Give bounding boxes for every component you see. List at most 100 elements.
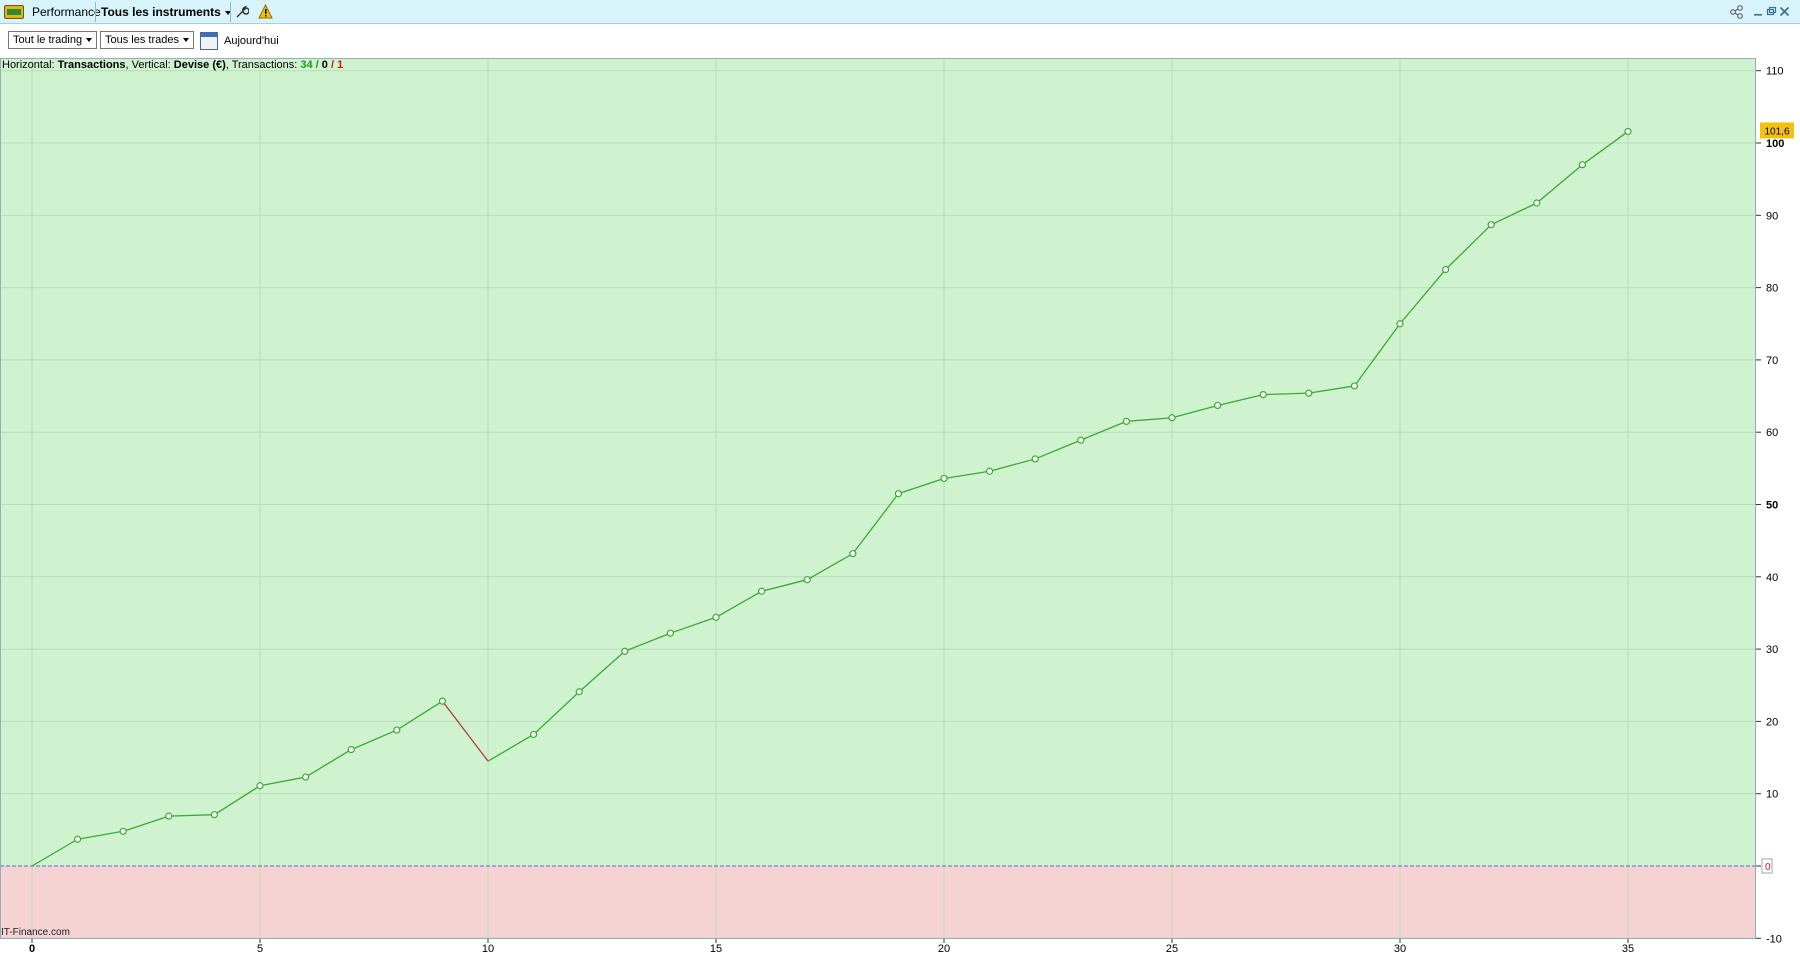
equity-segment [578, 650, 626, 693]
x-tick-label: 15 [710, 943, 722, 955]
x-tick-label: 35 [1622, 943, 1634, 955]
restore-icon[interactable] [1766, 6, 1777, 17]
data-point [210, 811, 218, 819]
warning-icon[interactable] [258, 4, 273, 19]
info-vertical-prefix: , Vertical: [125, 59, 174, 71]
equity-segment [1308, 385, 1355, 394]
date-label[interactable]: Aujourd'hui [224, 35, 279, 47]
info-slash: / [312, 59, 322, 71]
data-point [575, 688, 583, 696]
equity-segment [1490, 202, 1538, 226]
y-tick-label: 40 [1766, 572, 1778, 584]
equity-segment [487, 733, 534, 762]
equity-segment [396, 700, 443, 731]
x-tick-label: 25 [1166, 943, 1178, 955]
equity-segment [1353, 323, 1401, 387]
data-point [1487, 221, 1495, 229]
equity-segment [1582, 130, 1629, 166]
equity-segment [989, 458, 1036, 472]
data-point [1077, 436, 1085, 444]
transactions-flat-count: 0 [321, 59, 328, 71]
trading-filter-label: Tout le trading [13, 34, 83, 46]
plot-frame [0, 58, 1756, 939]
zero-tick-label: 0 [1765, 862, 1771, 873]
title-separator [95, 2, 96, 22]
data-point [73, 835, 82, 843]
instrument-selector-label: Tous les instruments [101, 5, 221, 19]
y-tick-label: 10 [1766, 789, 1778, 801]
data-point [1350, 382, 1359, 390]
data-point [1213, 401, 1222, 410]
y-tick-label: 30 [1766, 644, 1778, 656]
x-tick-label: 0 [29, 943, 35, 955]
equity-segment [943, 470, 990, 480]
equity-segment [898, 477, 945, 495]
data-point [985, 467, 994, 475]
info-horizontal-value: Transactions [57, 59, 126, 71]
chevron-down-icon [224, 10, 231, 15]
data-point [529, 730, 538, 739]
data-point [1168, 414, 1176, 422]
y-tick-label: 60 [1766, 427, 1778, 439]
info-transactions-prefix: , Transactions: [225, 59, 301, 71]
data-point [438, 697, 446, 705]
trades-filter-label: Tous les trades [105, 34, 179, 46]
data-point [1533, 199, 1541, 207]
data-point [1396, 320, 1404, 328]
data-point [1122, 417, 1131, 425]
data-point [1441, 265, 1450, 274]
positive-zone [0, 58, 1756, 866]
y-tick-label: 90 [1766, 210, 1778, 222]
trades-filter-dropdown[interactable]: Tous les trades [100, 31, 194, 49]
calendar-icon[interactable] [200, 32, 218, 50]
negative-zone [0, 866, 1756, 939]
x-tick-label: 5 [257, 943, 263, 955]
data-point [849, 550, 857, 558]
equity-segment [122, 815, 170, 832]
data-point [666, 629, 675, 637]
title-separator [230, 2, 231, 22]
data-point [1259, 391, 1267, 399]
equity-segment [806, 553, 854, 581]
instrument-selector[interactable]: Tous les instruments [101, 0, 231, 24]
toolbar: Tout le trading Tous les trades [0, 25, 1800, 58]
zero-tick-box [1761, 858, 1773, 874]
trading-filter-dropdown[interactable]: Tout le trading [8, 31, 98, 49]
equity-segment [761, 579, 808, 592]
data-point [621, 647, 629, 655]
data-point [712, 613, 720, 621]
share-icon[interactable] [1729, 4, 1745, 20]
data-point [940, 474, 948, 483]
equity-segment [259, 776, 306, 787]
equity-segment [1399, 269, 1447, 325]
data-point [119, 827, 127, 835]
equity-segment [1126, 417, 1173, 423]
y-tick-label: 20 [1766, 716, 1778, 728]
last-value-badge [1760, 122, 1794, 139]
equity-segment [305, 749, 352, 778]
bars-logo-icon [4, 5, 24, 19]
app-title: Performance [32, 5, 101, 19]
y-tick-label: 80 [1766, 283, 1778, 295]
data-point [256, 782, 264, 790]
minimize-icon[interactable] [1753, 6, 1764, 17]
y-tick-label: 70 [1766, 355, 1778, 367]
equity-segment [624, 632, 671, 652]
transactions-win-count: 34 [300, 59, 313, 71]
y-tick-label: 50 [1766, 500, 1778, 512]
y-tick-label: 110 [1766, 66, 1784, 78]
data-point [1624, 127, 1632, 136]
equity-segment [31, 838, 78, 867]
y-tick-label: -10 [1766, 933, 1782, 945]
data-point [347, 745, 355, 754]
equity-segment [1263, 392, 1309, 396]
transactions-loss-count: 1 [337, 59, 344, 71]
close-icon[interactable] [1779, 6, 1790, 17]
equity-segment [214, 785, 261, 816]
data-point [1578, 161, 1587, 169]
wrench-icon[interactable] [235, 5, 249, 19]
data-point [1031, 455, 1039, 463]
y-tick-label: 100 [1766, 138, 1784, 150]
chart-info: Horizontal: Transactions, Vertical: Devi… [2, 59, 343, 71]
